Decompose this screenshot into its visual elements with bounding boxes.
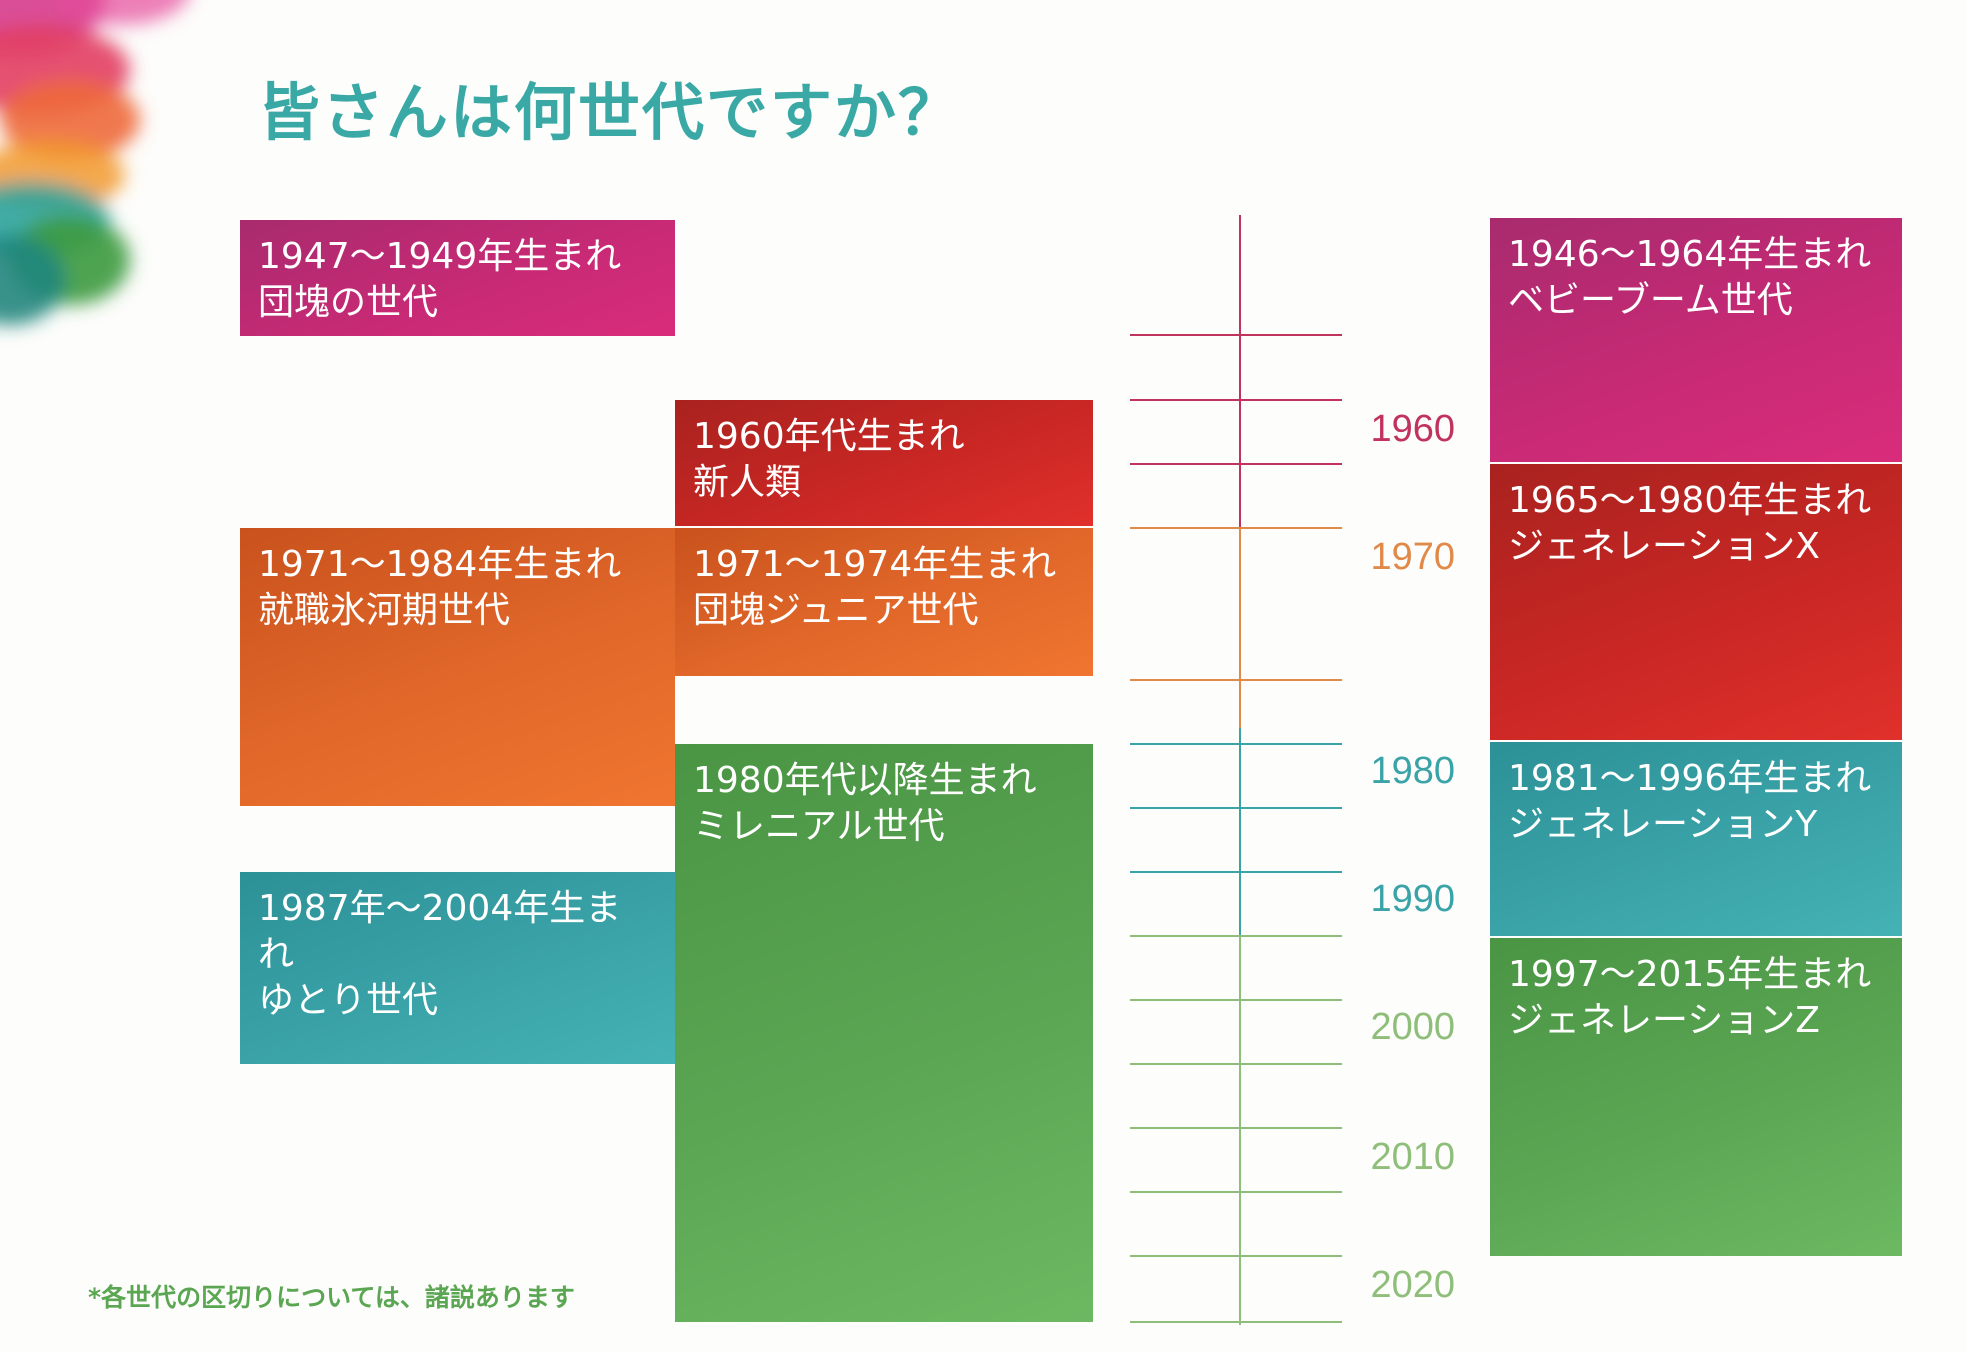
box-name: ジェネレーションX [1508,526,1820,567]
box-name: ベビーブーム世代 [1508,280,1793,321]
timeline-year-label: 1960 [1370,408,1455,450]
ink-splash-decoration [0,0,188,325]
timeline-year-label: 1990 [1370,878,1455,920]
box-shinjinrui-generation: 1960年代生まれ 新人類 [675,400,1093,526]
box-generation-x: 1965〜1980年生まれ ジェネレーションX [1490,464,1902,740]
timeline-year-label: 2010 [1370,1136,1455,1178]
footnote: *各世代の区切りについては、諸説あります [88,1283,575,1312]
timeline-year-label: 2020 [1370,1264,1455,1306]
box-dankai-generation: 1947〜1949年生まれ 団塊の世代 [240,220,675,336]
timeline-year-label: 1970 [1370,536,1455,578]
box-name: 団塊の世代 [258,282,439,323]
timeline-ruler [1130,215,1342,1325]
box-name: ミレニアル世代 [693,806,945,847]
box-years: 1981〜1996年生まれ [1508,758,1872,799]
box-dankai-junior-generation: 1971〜1974年生まれ 団塊ジュニア世代 [675,528,1093,676]
page-title: 皆さんは何世代ですか？ [258,76,963,149]
timeline-year-label: 1980 [1370,750,1455,792]
box-years: 1946〜1964年生まれ [1508,234,1872,275]
box-yutori-generation: 1987年〜2004年生まれ ゆとり世代 [240,872,675,1064]
box-baby-boom-generation: 1946〜1964年生まれ ベビーブーム世代 [1490,218,1902,462]
box-years: 1997〜2015年生まれ [1508,954,1872,995]
box-years: 1965〜1980年生まれ [1508,480,1872,521]
box-years: 1960年代生まれ [693,416,965,457]
box-years: 1987年〜2004年生まれ [258,888,622,975]
box-generation-z: 1997〜2015年生まれ ジェネレーションZ [1490,938,1902,1256]
box-years: 1947〜1949年生まれ [258,236,622,277]
box-name: 新人類 [693,462,802,503]
box-generation-y: 1981〜1996年生まれ ジェネレーションY [1490,742,1902,936]
box-millennial-generation: 1980年代以降生まれ ミレニアル世代 [675,744,1093,1322]
box-years: 1980年代以降生まれ [693,760,1037,801]
timeline-year-label: 2000 [1370,1006,1455,1048]
box-years: 1971〜1984年生まれ [258,544,622,585]
box-name: ジェネレーションZ [1508,1000,1820,1041]
box-name: ゆとり世代 [258,980,439,1021]
box-name: 就職氷河期世代 [258,590,511,631]
box-hyougaki-generation: 1971〜1984年生まれ 就職氷河期世代 [240,528,675,806]
box-years: 1971〜1974年生まれ [693,544,1057,585]
box-name: 団塊ジュニア世代 [693,590,979,631]
box-name: ジェネレーションY [1508,804,1818,845]
